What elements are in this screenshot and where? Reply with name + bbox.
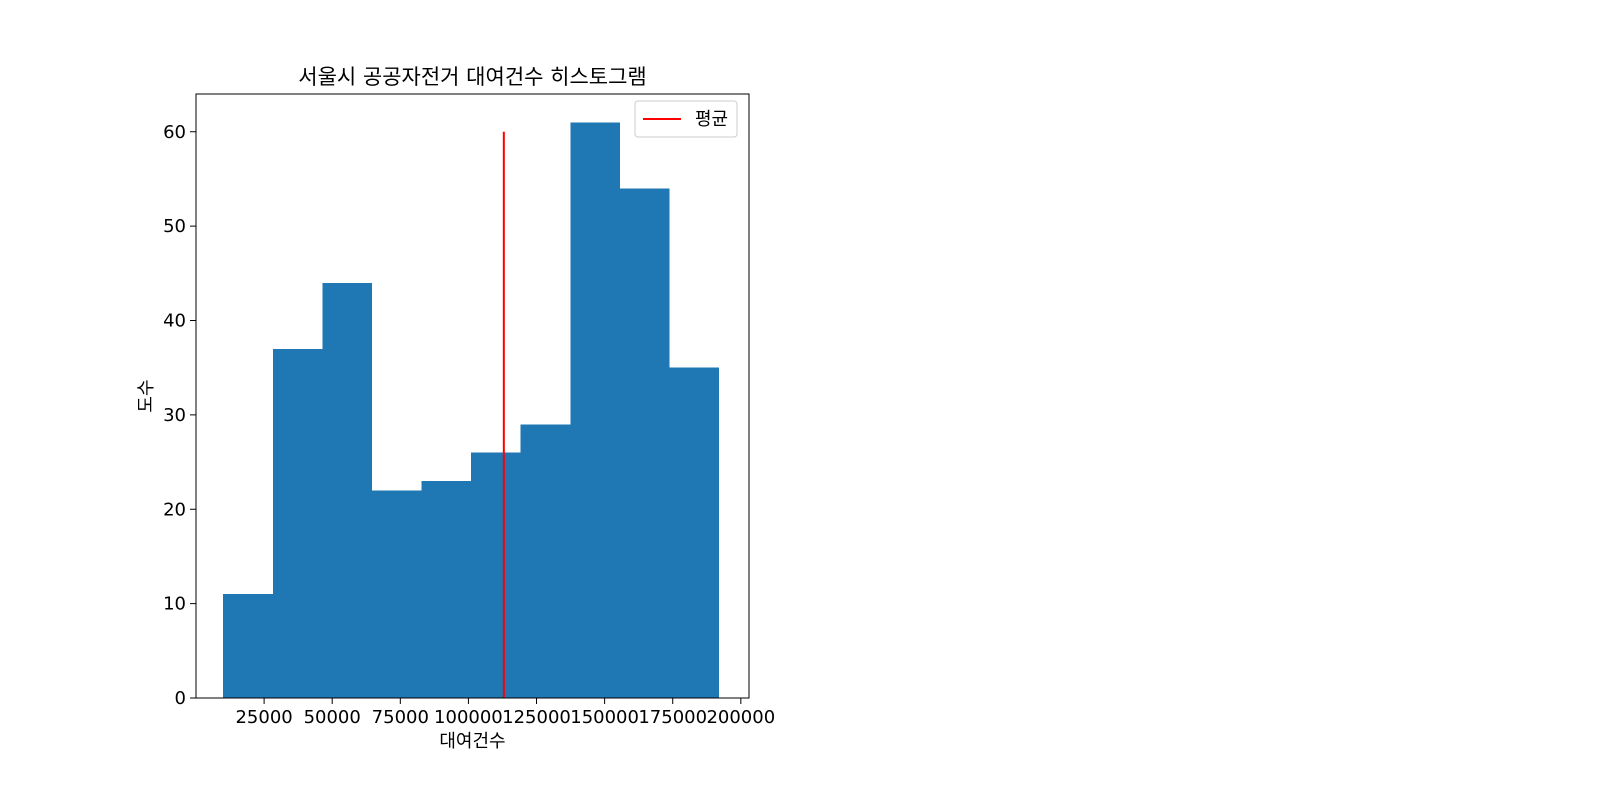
legend-box bbox=[634, 100, 738, 138]
y-tick-label: 50 bbox=[163, 216, 186, 237]
x-tick-label: 150000 bbox=[570, 707, 639, 728]
x-axis-ticks: 25000 50000 75000 100000 125000 150000 175000 2… bbox=[235, 698, 775, 728]
histogram-bar bbox=[322, 282, 372, 698]
x-axis-label: 대여건수 bbox=[439, 731, 505, 752]
x-tick-label: 50000 bbox=[304, 707, 361, 728]
y-tick-label: 10 bbox=[163, 594, 186, 615]
x-tick-label: 100000 bbox=[434, 707, 503, 728]
histogram-bar bbox=[223, 594, 273, 698]
y-axis-ticks: 0 10 20 30 40 50 60 bbox=[163, 122, 196, 709]
histogram-bar bbox=[520, 424, 571, 698]
histogram-bar bbox=[421, 480, 472, 698]
y-tick-label: 40 bbox=[163, 311, 186, 332]
x-tick-label: 175000 bbox=[638, 707, 707, 728]
histogram-bar bbox=[619, 188, 670, 698]
chart-title: 서울시 공공자전거 대여건수 히스토그램 bbox=[298, 65, 646, 89]
histogram-bars bbox=[223, 122, 720, 698]
y-tick-label: 20 bbox=[163, 499, 186, 520]
histogram-bar bbox=[371, 490, 422, 698]
x-tick-label: 200000 bbox=[706, 707, 775, 728]
x-tick-label: 25000 bbox=[235, 707, 292, 728]
y-tick-label: 0 bbox=[175, 688, 186, 709]
legend-label-mean: 평균 bbox=[695, 109, 728, 130]
histogram-bar bbox=[471, 452, 521, 698]
histogram-bar bbox=[570, 122, 620, 698]
y-tick-label: 30 bbox=[163, 405, 186, 426]
y-axis-label: 도수 bbox=[136, 379, 157, 412]
y-tick-label: 60 bbox=[163, 122, 186, 143]
axes-frame bbox=[195, 93, 750, 699]
histogram-bar bbox=[669, 367, 720, 698]
x-tick-label: 125000 bbox=[502, 707, 571, 728]
x-tick-label: 75000 bbox=[372, 707, 429, 728]
histogram-bar bbox=[272, 348, 323, 698]
legend: 평균 bbox=[634, 100, 738, 138]
